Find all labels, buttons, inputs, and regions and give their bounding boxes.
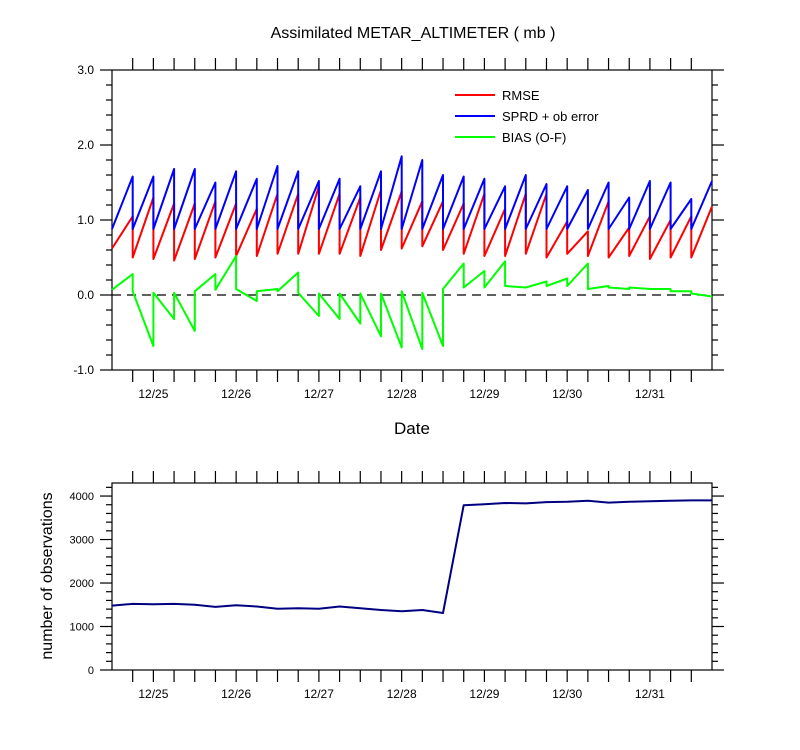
bottom-x-tick-label: 12/29	[469, 687, 499, 701]
top-chart: 12/25 12/26 12/27 12/28 12/29 12/30 12/31 -1.0…	[73, 58, 724, 401]
top-x-tick-label: 12/31	[635, 387, 665, 401]
bottom-y-ticks: 0 1000 2000 3000 4000	[70, 491, 94, 677]
bottom-y-tick-label: 2000	[70, 578, 94, 590]
bottom-y-axis-label: number of observations	[39, 492, 56, 659]
top-series-line-sprd-ob-error	[111, 155, 713, 230]
top-legend: RMSE SPRD + ob error BIAS (O-F)	[455, 88, 599, 145]
legend-label: BIAS (O-F)	[502, 130, 566, 145]
bottom-x-tick-label: 12/25	[138, 687, 168, 701]
bottom-y-tick-label: 3000	[70, 535, 94, 547]
top-y-tick-label: 0.0	[77, 288, 94, 302]
bottom-x-tick-label: 12/28	[387, 687, 417, 701]
bottom-y-tick-label: 0	[88, 665, 94, 677]
bottom-y-tick-label: 1000	[70, 622, 94, 634]
legend-label: RMSE	[502, 88, 540, 103]
top-x-tick-label: 12/26	[221, 387, 251, 401]
top-x-tick-label: 12/30	[552, 387, 582, 401]
bottom-plot-frame	[111, 482, 713, 671]
top-x-ticks: 12/25 12/26 12/27 12/28 12/29 12/30 12/31	[138, 387, 665, 401]
bottom-x-ticks: 12/25 12/26 12/27 12/28 12/29 12/30 12/31	[138, 687, 665, 701]
top-x-axis-label: Date	[394, 419, 430, 438]
top-x-tick-label: 12/28	[387, 387, 417, 401]
top-y-tick-label: 2.0	[77, 138, 94, 152]
bottom-x-tick-label: 12/27	[304, 687, 334, 701]
legend-label: SPRD + ob error	[502, 109, 599, 124]
bottom-y-tick-label: 4000	[70, 491, 94, 503]
bottom-x-tick-label: 12/31	[635, 687, 665, 701]
bottom-chart: 12/25 12/26 12/27 12/28 12/29 12/30 12/31 0 100…	[70, 471, 724, 701]
top-minor-ticks	[100, 58, 724, 382]
top-x-tick-label: 12/27	[304, 387, 334, 401]
bottom-x-tick-label: 12/26	[221, 687, 251, 701]
top-y-ticks: -1.0 0.0 1.0 2.0 3.0	[73, 63, 94, 377]
bottom-series-group	[111, 499, 712, 614]
bottom-x-tick-label: 12/30	[552, 687, 582, 701]
top-y-tick-label: -1.0	[73, 363, 94, 377]
bottom-series-line-observations	[111, 499, 712, 614]
top-y-tick-label: 3.0	[77, 63, 94, 77]
top-x-tick-label: 12/25	[138, 387, 168, 401]
top-y-tick-label: 1.0	[77, 213, 94, 227]
top-series-line-bias-o-f	[111, 255, 713, 350]
bottom-minor-ticks	[100, 471, 724, 682]
top-plot-frame	[111, 69, 713, 371]
top-x-tick-label: 12/29	[469, 387, 499, 401]
top-series-group	[111, 155, 713, 350]
top-chart-title: Assimilated METAR_ALTIMETER ( mb )	[271, 25, 556, 42]
